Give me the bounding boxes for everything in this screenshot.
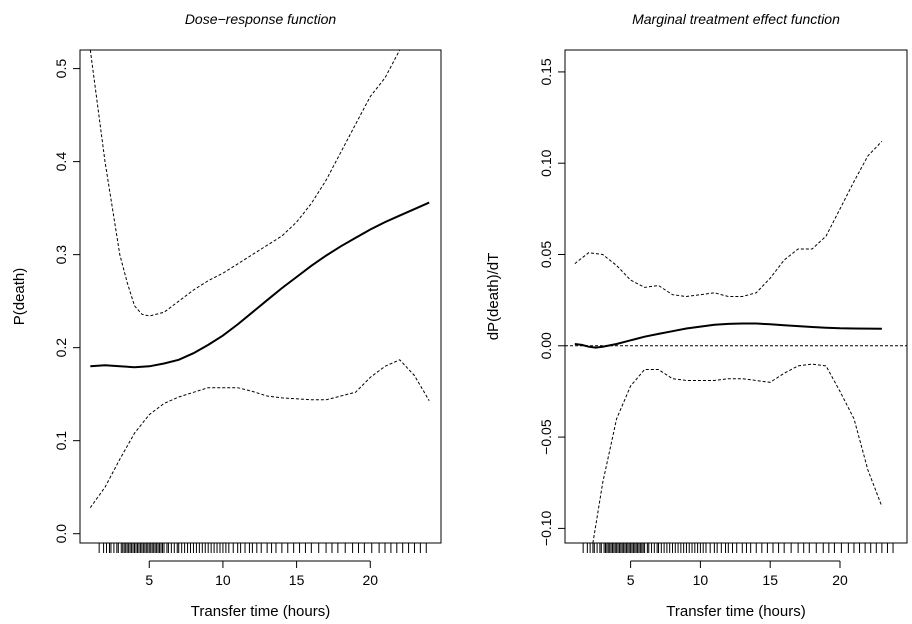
x-tick-label: 15 [762, 572, 778, 588]
y-axis-title: P(death) [11, 268, 28, 326]
y-tick-label: 0.10 [538, 149, 554, 176]
x-tick-label: 10 [693, 572, 709, 588]
y-tick-label: −0.10 [538, 510, 554, 546]
rug [582, 543, 894, 553]
y-tick-label: 0.3 [53, 245, 69, 265]
y-tick-label: 0.2 [53, 338, 69, 358]
x-tick-label: 15 [289, 572, 305, 588]
series-group [89, 50, 430, 508]
x-axis-title: Transfer time (hours) [191, 603, 330, 620]
y-tick-label: −0.05 [538, 419, 554, 455]
dose-response-panel: Dose−response function 5 10 15 20 Transfer ti… [11, 11, 442, 620]
marginal-effect-panel: Marginal treatment effect function 5 10 15 2… [485, 11, 908, 620]
y-tick-label: 0.00 [538, 332, 554, 359]
lower-ci-line [89, 359, 430, 508]
x-tick-label: 5 [627, 572, 635, 588]
x-tick-label: 20 [832, 572, 848, 588]
y-tick-label: 0.4 [53, 152, 69, 172]
x-tick-label: 10 [215, 572, 231, 588]
y-tick-label: 0.5 [53, 59, 69, 79]
upper-ci-line [574, 140, 883, 298]
estimate-line [574, 322, 882, 349]
panel-title: Marginal treatment effect function [632, 11, 840, 27]
estimate-line [90, 201, 430, 369]
rug [98, 543, 427, 553]
x-tick-label: 20 [362, 572, 378, 588]
series-group [574, 140, 883, 543]
y-tick-label: 0.15 [538, 58, 554, 85]
y-tick-label: 0.05 [538, 241, 554, 268]
y-axis-title: dP(death)/dT [485, 253, 502, 341]
upper-ci-line [89, 50, 401, 317]
x-tick-label: 5 [145, 572, 153, 588]
y-tick-label: 0.0 [53, 524, 69, 544]
panel-title: Dose−response function [185, 11, 337, 27]
y-tick-label: 0.1 [53, 431, 69, 451]
lower-ci-line [592, 363, 883, 543]
plot-area [79, 49, 442, 544]
x-axis-title: Transfer time (hours) [666, 603, 805, 620]
